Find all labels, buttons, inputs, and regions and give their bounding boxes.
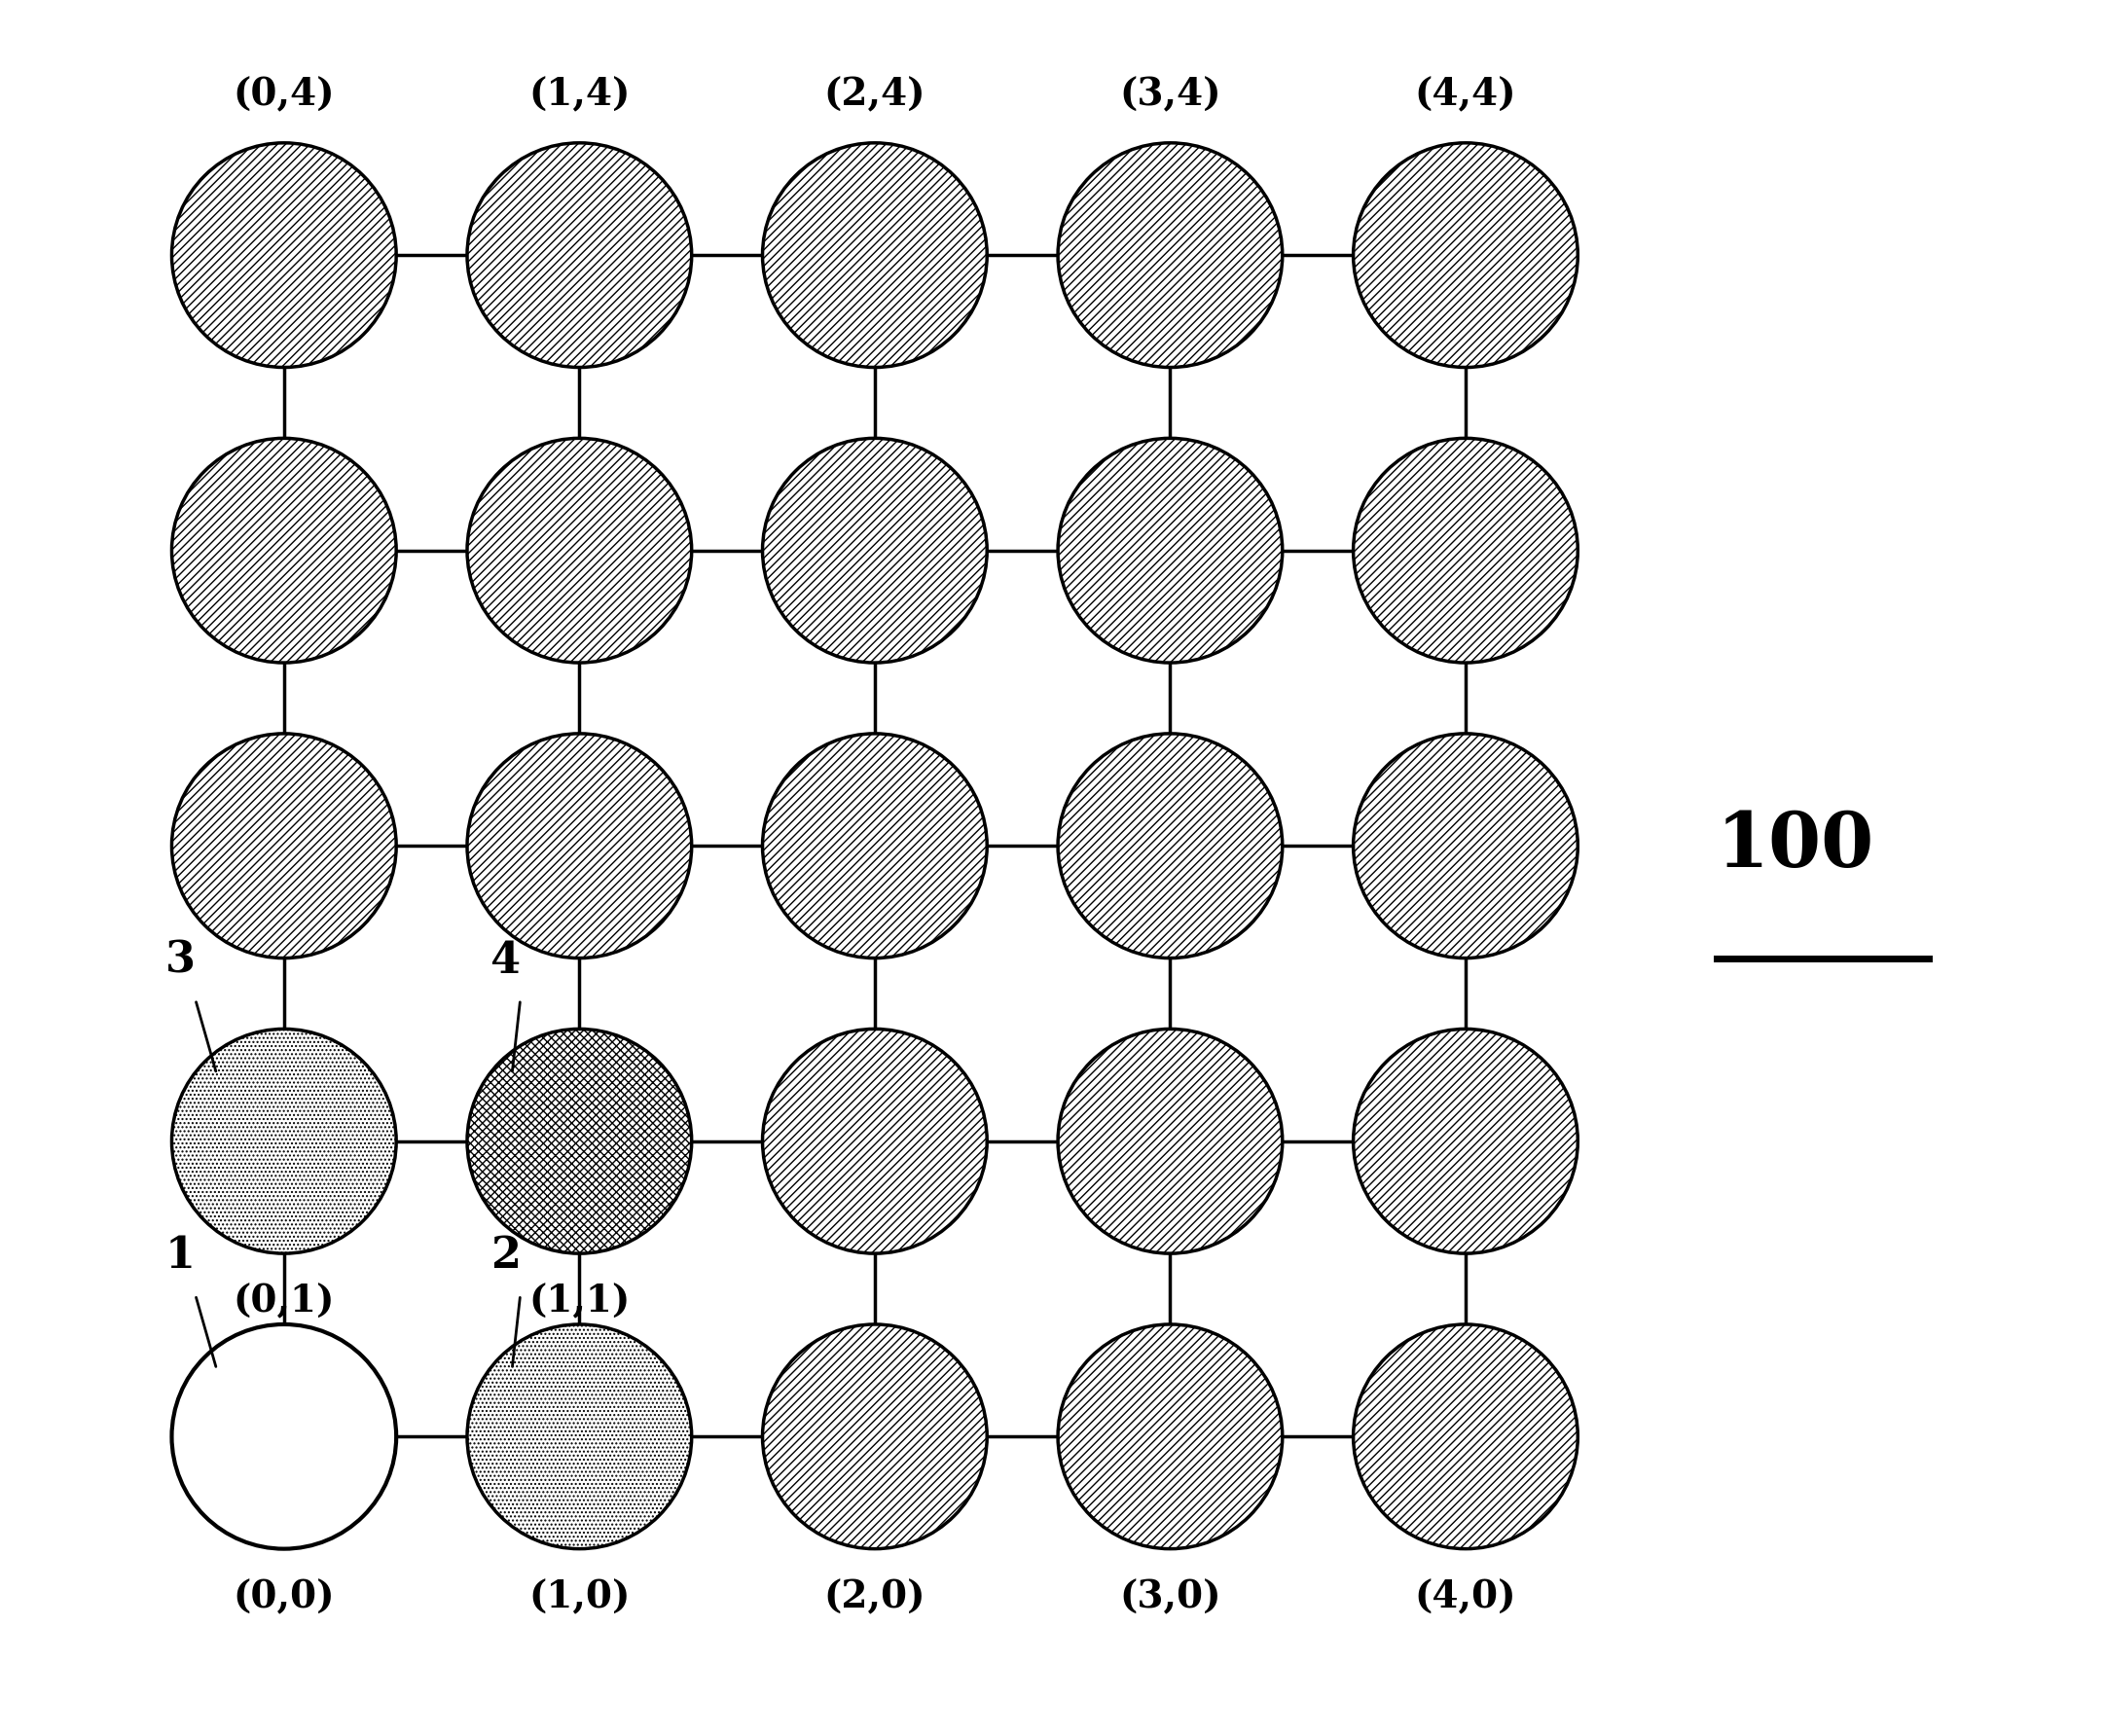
- Circle shape: [173, 437, 396, 663]
- Circle shape: [1058, 1029, 1283, 1253]
- Circle shape: [762, 437, 987, 663]
- Text: (1,0): (1,0): [528, 1578, 631, 1614]
- Text: 100: 100: [1717, 809, 1875, 884]
- Circle shape: [762, 734, 987, 958]
- Text: (0,1): (0,1): [234, 1283, 335, 1319]
- Circle shape: [1058, 1325, 1283, 1549]
- Text: 2: 2: [490, 1236, 520, 1278]
- Text: (3,4): (3,4): [1119, 76, 1220, 113]
- Circle shape: [467, 1325, 692, 1549]
- Text: (2,0): (2,0): [825, 1578, 926, 1614]
- Text: (0,0): (0,0): [234, 1578, 335, 1614]
- Text: 4: 4: [490, 939, 520, 983]
- Text: (2,4): (2,4): [825, 76, 926, 113]
- Text: (4,0): (4,0): [1414, 1578, 1517, 1614]
- Text: (0,4): (0,4): [234, 76, 335, 113]
- Text: (3,0): (3,0): [1119, 1578, 1220, 1614]
- Circle shape: [173, 734, 396, 958]
- Circle shape: [1353, 1325, 1578, 1549]
- Circle shape: [173, 142, 396, 368]
- Circle shape: [762, 1029, 987, 1253]
- Circle shape: [1353, 1029, 1578, 1253]
- Circle shape: [762, 1325, 987, 1549]
- Circle shape: [467, 437, 692, 663]
- Circle shape: [173, 1029, 396, 1253]
- Text: (1,4): (1,4): [528, 76, 631, 113]
- Circle shape: [1353, 437, 1578, 663]
- Text: 3: 3: [166, 939, 196, 983]
- Circle shape: [1058, 734, 1283, 958]
- Circle shape: [1058, 437, 1283, 663]
- Text: 1: 1: [166, 1236, 196, 1278]
- Text: (4,4): (4,4): [1414, 76, 1517, 113]
- Circle shape: [1058, 142, 1283, 368]
- Circle shape: [467, 734, 692, 958]
- Circle shape: [173, 1325, 396, 1549]
- Circle shape: [1353, 734, 1578, 958]
- Circle shape: [467, 1029, 692, 1253]
- Circle shape: [467, 142, 692, 368]
- Circle shape: [762, 142, 987, 368]
- Circle shape: [1353, 142, 1578, 368]
- Text: (1,1): (1,1): [528, 1283, 631, 1319]
